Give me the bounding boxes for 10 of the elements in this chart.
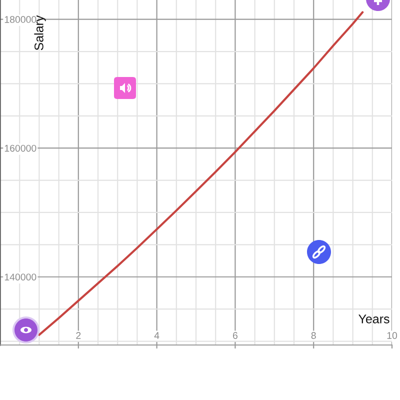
y-tick-label: 140000 bbox=[4, 274, 36, 280]
x-tick-label: 10 bbox=[387, 332, 398, 339]
x-tick-label: 2 bbox=[76, 332, 81, 339]
x-tick-label: 8 bbox=[311, 332, 316, 339]
x-tick-label: 6 bbox=[232, 332, 238, 339]
y-axis-title: Salary bbox=[34, 15, 46, 50]
y-tick-label: 180000 bbox=[4, 16, 36, 23]
y-tick-label: 160000 bbox=[4, 144, 36, 152]
x-axis-title: Years bbox=[358, 314, 390, 324]
x-tick-label: 4 bbox=[154, 332, 160, 339]
